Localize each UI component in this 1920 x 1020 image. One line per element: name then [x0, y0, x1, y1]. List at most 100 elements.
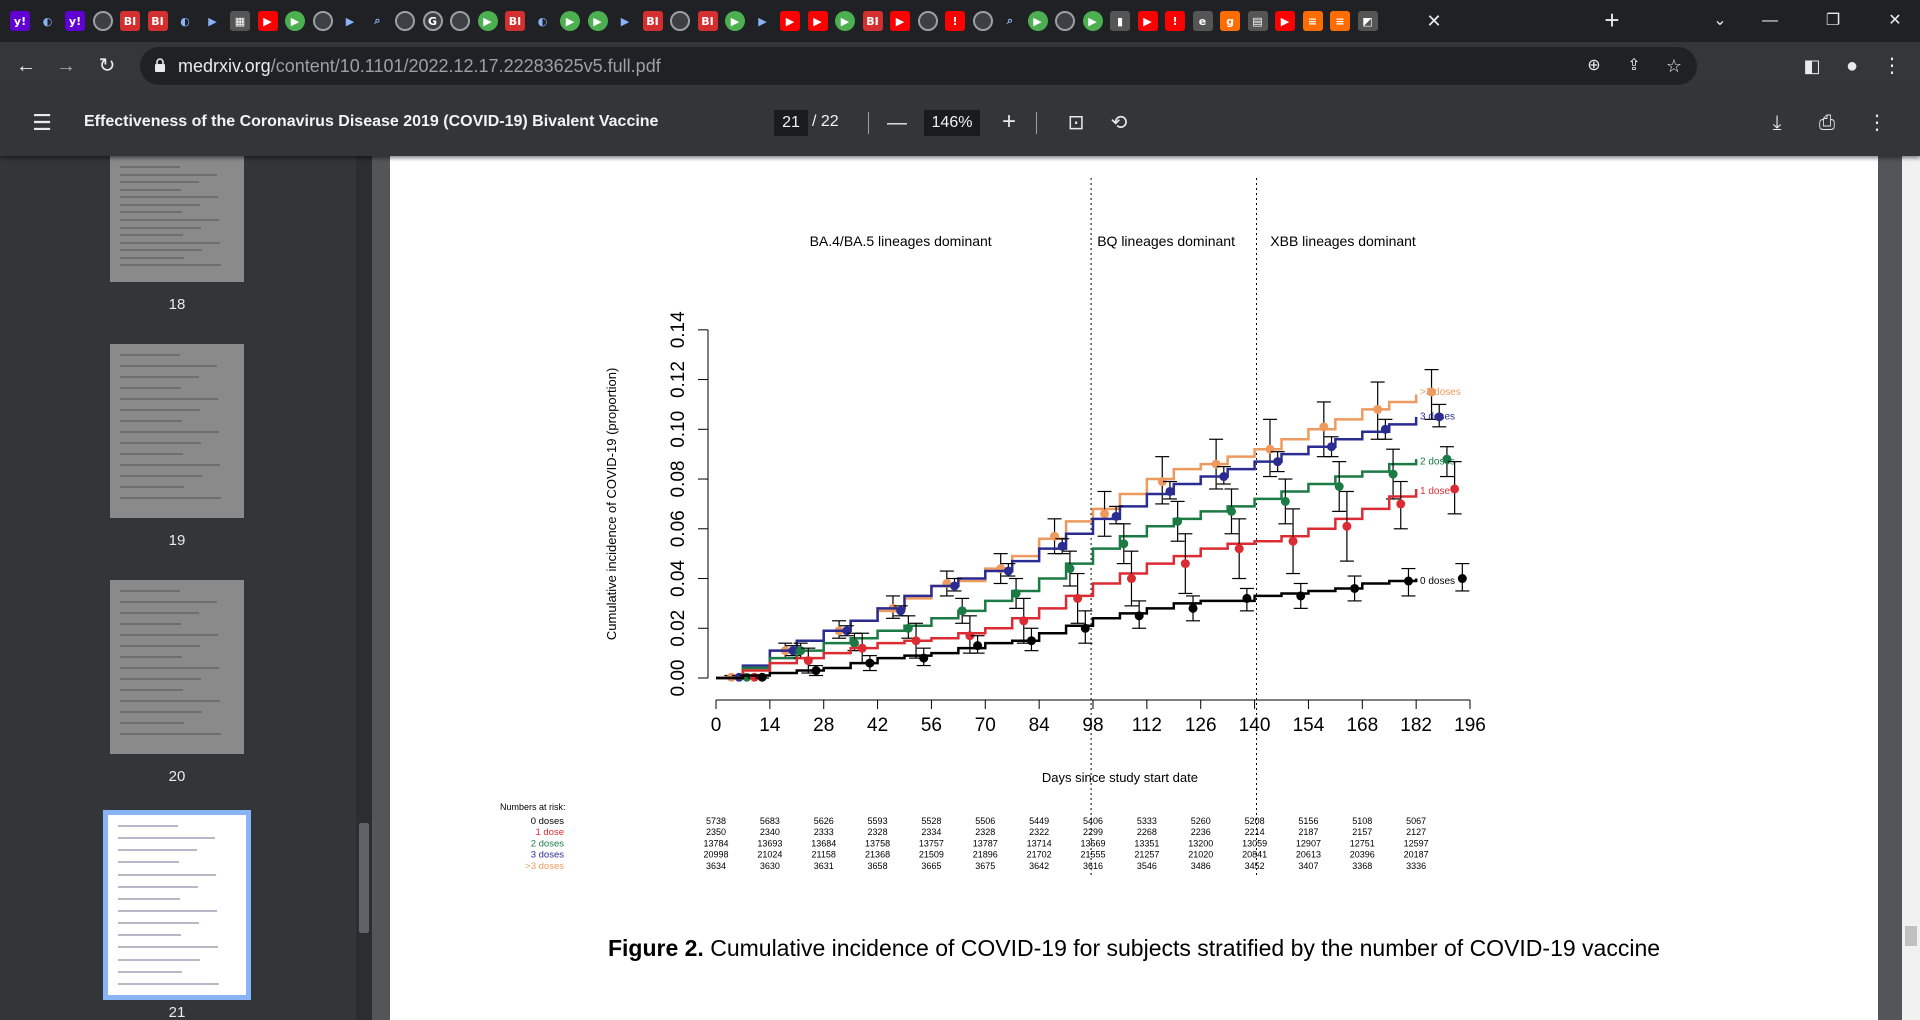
tab-favicon-BI-icon[interactable]: BI [120, 11, 140, 31]
sidebar-scrollbar[interactable] [356, 156, 372, 1020]
tab-favicon-BI-icon[interactable]: BI [147, 11, 168, 31]
print-icon[interactable]: ⎙ [1819, 112, 1835, 134]
tab-favicon-shield-icon[interactable]: ◐ [537, 14, 548, 28]
tab-favicon-globe-icon[interactable] [670, 11, 690, 31]
tab-favicon-play-icon[interactable]: ▶ [1027, 11, 1048, 31]
tab-favicon-pin-icon[interactable]: ! [1165, 11, 1185, 31]
thumbnail-text-line [118, 825, 178, 827]
tab-favicon-globe-icon[interactable] [1055, 11, 1075, 31]
tab-favicon-BI-icon[interactable]: BI [505, 11, 525, 31]
tab-favicon-youtube-icon[interactable]: ▶ [257, 11, 278, 31]
tab-favicon-play-icon[interactable]: ▶ [835, 11, 855, 31]
tab-favicon-shield-icon[interactable]: ◐ [180, 14, 190, 28]
close-window-button[interactable]: ✕ [1888, 12, 1902, 29]
tab-favicon-globe-icon[interactable] [395, 11, 415, 31]
tab-favicon-e-icon[interactable]: e [1192, 11, 1213, 31]
tab-favicon-play-icon[interactable]: ▶ [285, 11, 305, 31]
thumbnail-text-line [118, 897, 180, 900]
tab-favicon-BI-icon[interactable]: BI [697, 11, 718, 31]
url-text[interactable]: medrxiv.org/content/10.1101/2022.12.17.2… [178, 56, 661, 76]
tab-favicon-G-icon[interactable]: G [422, 11, 443, 31]
side-panel-icon[interactable]: ◧ [1803, 56, 1821, 76]
bookmark-star-icon[interactable]: ☆ [1665, 56, 1683, 76]
tab-favicon-photo-icon[interactable]: ◩ [1357, 11, 1378, 31]
x-tick-label: 126 [1185, 715, 1217, 736]
tab-favicon-arrow-icon[interactable]: ▶ [208, 14, 217, 28]
hamburger-menu-icon[interactable]: ☰ [32, 110, 52, 135]
rotate-icon[interactable]: ⟲ [1110, 112, 1128, 134]
period-label: XBB lineages dominant [1270, 233, 1416, 249]
restore-button[interactable]: ❐ [1825, 12, 1841, 29]
thumbnail-page-20[interactable] [110, 580, 244, 754]
more-options-icon[interactable]: ⋮ [1867, 112, 1887, 134]
tab-favicon-globe-icon[interactable] [972, 11, 993, 31]
tab-favicon-play-icon[interactable]: ▶ [725, 11, 745, 31]
tab-favicon-globe-icon[interactable] [312, 11, 333, 31]
tab-favicon-BI-icon[interactable]: BI [642, 11, 663, 31]
tab-favicon-play-icon[interactable]: ▶ [560, 11, 580, 31]
thumbnail-page-19[interactable] [110, 344, 244, 518]
reload-button[interactable]: ↻ [98, 55, 116, 77]
fit-page-icon[interactable]: ⊡ [1067, 112, 1085, 134]
tab-favicon-arrow-icon[interactable]: ▶ [758, 14, 767, 28]
profile-icon[interactable]: ● [1845, 55, 1859, 77]
zoom-input[interactable]: 146% [924, 110, 980, 136]
menu-kebab-icon[interactable]: ⋮ [1882, 55, 1902, 77]
thumbnail-text-line [120, 420, 182, 422]
download-icon[interactable]: ⤓ [1772, 112, 1782, 134]
tab-favicon-y-icon[interactable]: y! [65, 11, 85, 31]
tab-favicon-globe-icon[interactable] [92, 11, 113, 31]
zoom-in-icon[interactable]: + [1001, 108, 1016, 135]
tab-favicon-youtube-icon[interactable]: ▶ [1275, 11, 1295, 31]
tab-favicon-search-icon[interactable]: ⌕ [374, 14, 381, 27]
tab-favicon-pin-icon[interactable]: ! [945, 11, 965, 31]
tab-favicon-youtube-icon[interactable]: ▶ [1137, 11, 1158, 31]
sidebar-scroll-thumb[interactable] [359, 823, 369, 933]
new-tab-button[interactable]: + [1604, 5, 1620, 35]
tab-favicon-youtube-icon[interactable]: ▶ [780, 11, 800, 31]
share-icon[interactable]: ⇪ [1627, 57, 1641, 74]
tab-favicon-BI-icon[interactable]: BI [862, 11, 883, 31]
page-number-input[interactable]: 21 [774, 110, 808, 136]
risk-table-value: 5108 [1352, 816, 1372, 826]
legend-label: >3 doses [1420, 387, 1461, 398]
zoom-out-icon[interactable]: — [887, 112, 907, 134]
x-tick-label: 112 [1132, 715, 1162, 736]
tab-favicon-arrow-icon[interactable]: ▶ [620, 14, 630, 28]
data-point [1434, 412, 1444, 422]
main-scrollbar[interactable] [1902, 156, 1920, 1020]
tab-favicon-shield-icon[interactable]: ◐ [42, 14, 53, 28]
data-point [1111, 511, 1121, 521]
address-bar[interactable]: medrxiv.org/content/10.1101/2022.12.17.2… [140, 47, 1697, 85]
tab-favicon-search-icon[interactable]: ⌕ [1006, 14, 1014, 27]
minimize-button[interactable]: — [1762, 12, 1778, 29]
close-tab-icon[interactable]: ✕ [1426, 11, 1442, 31]
tab-favicon-bars-icon[interactable]: ≡ [1330, 11, 1350, 31]
tab-favicon-doc-icon[interactable]: ▤ [1247, 11, 1268, 31]
tab-favicon-play-icon[interactable]: ▶ [1082, 11, 1103, 31]
tab-favicon-bar-icon[interactable]: ▮ [1110, 11, 1130, 31]
thumbnail-text-line [118, 922, 199, 925]
tab-favicon-play-icon[interactable]: ▶ [477, 11, 498, 31]
tab-favicon-youtube-icon[interactable]: ▶ [807, 11, 828, 31]
thumbnail-page-21-selected[interactable] [103, 810, 251, 1000]
forward-button[interactable]: → [56, 55, 76, 77]
tab-search-icon[interactable]: ⌄ [1713, 12, 1727, 29]
y-tick-label: 0.04 [668, 560, 689, 597]
risk-table-value: 13693 [757, 838, 782, 848]
back-button[interactable]: ← [16, 55, 36, 77]
tab-favicon-qr-icon[interactable]: ▦ [230, 11, 250, 31]
main-scroll-thumb[interactable] [1905, 926, 1917, 946]
tab-favicon-youtube-icon[interactable]: ▶ [890, 11, 910, 31]
tab-favicon-y-icon[interactable]: y! [10, 11, 30, 31]
data-point [1134, 611, 1144, 621]
tab-favicon-globe-icon[interactable] [450, 11, 470, 31]
tab-favicon-bars-icon[interactable]: ≡ [1302, 11, 1323, 31]
thumbnail-page-18[interactable] [110, 156, 244, 282]
tab-favicon-globe-icon[interactable] [917, 11, 938, 31]
tab-favicon-play-icon[interactable]: ▶ [587, 11, 608, 31]
zoom-icon[interactable]: ⊕ [1587, 57, 1601, 74]
tab-favicon-g-icon[interactable]: g [1220, 11, 1240, 31]
thumbnail-text-line [120, 711, 202, 713]
tab-favicon-arrow-icon[interactable]: ▶ [345, 14, 355, 28]
